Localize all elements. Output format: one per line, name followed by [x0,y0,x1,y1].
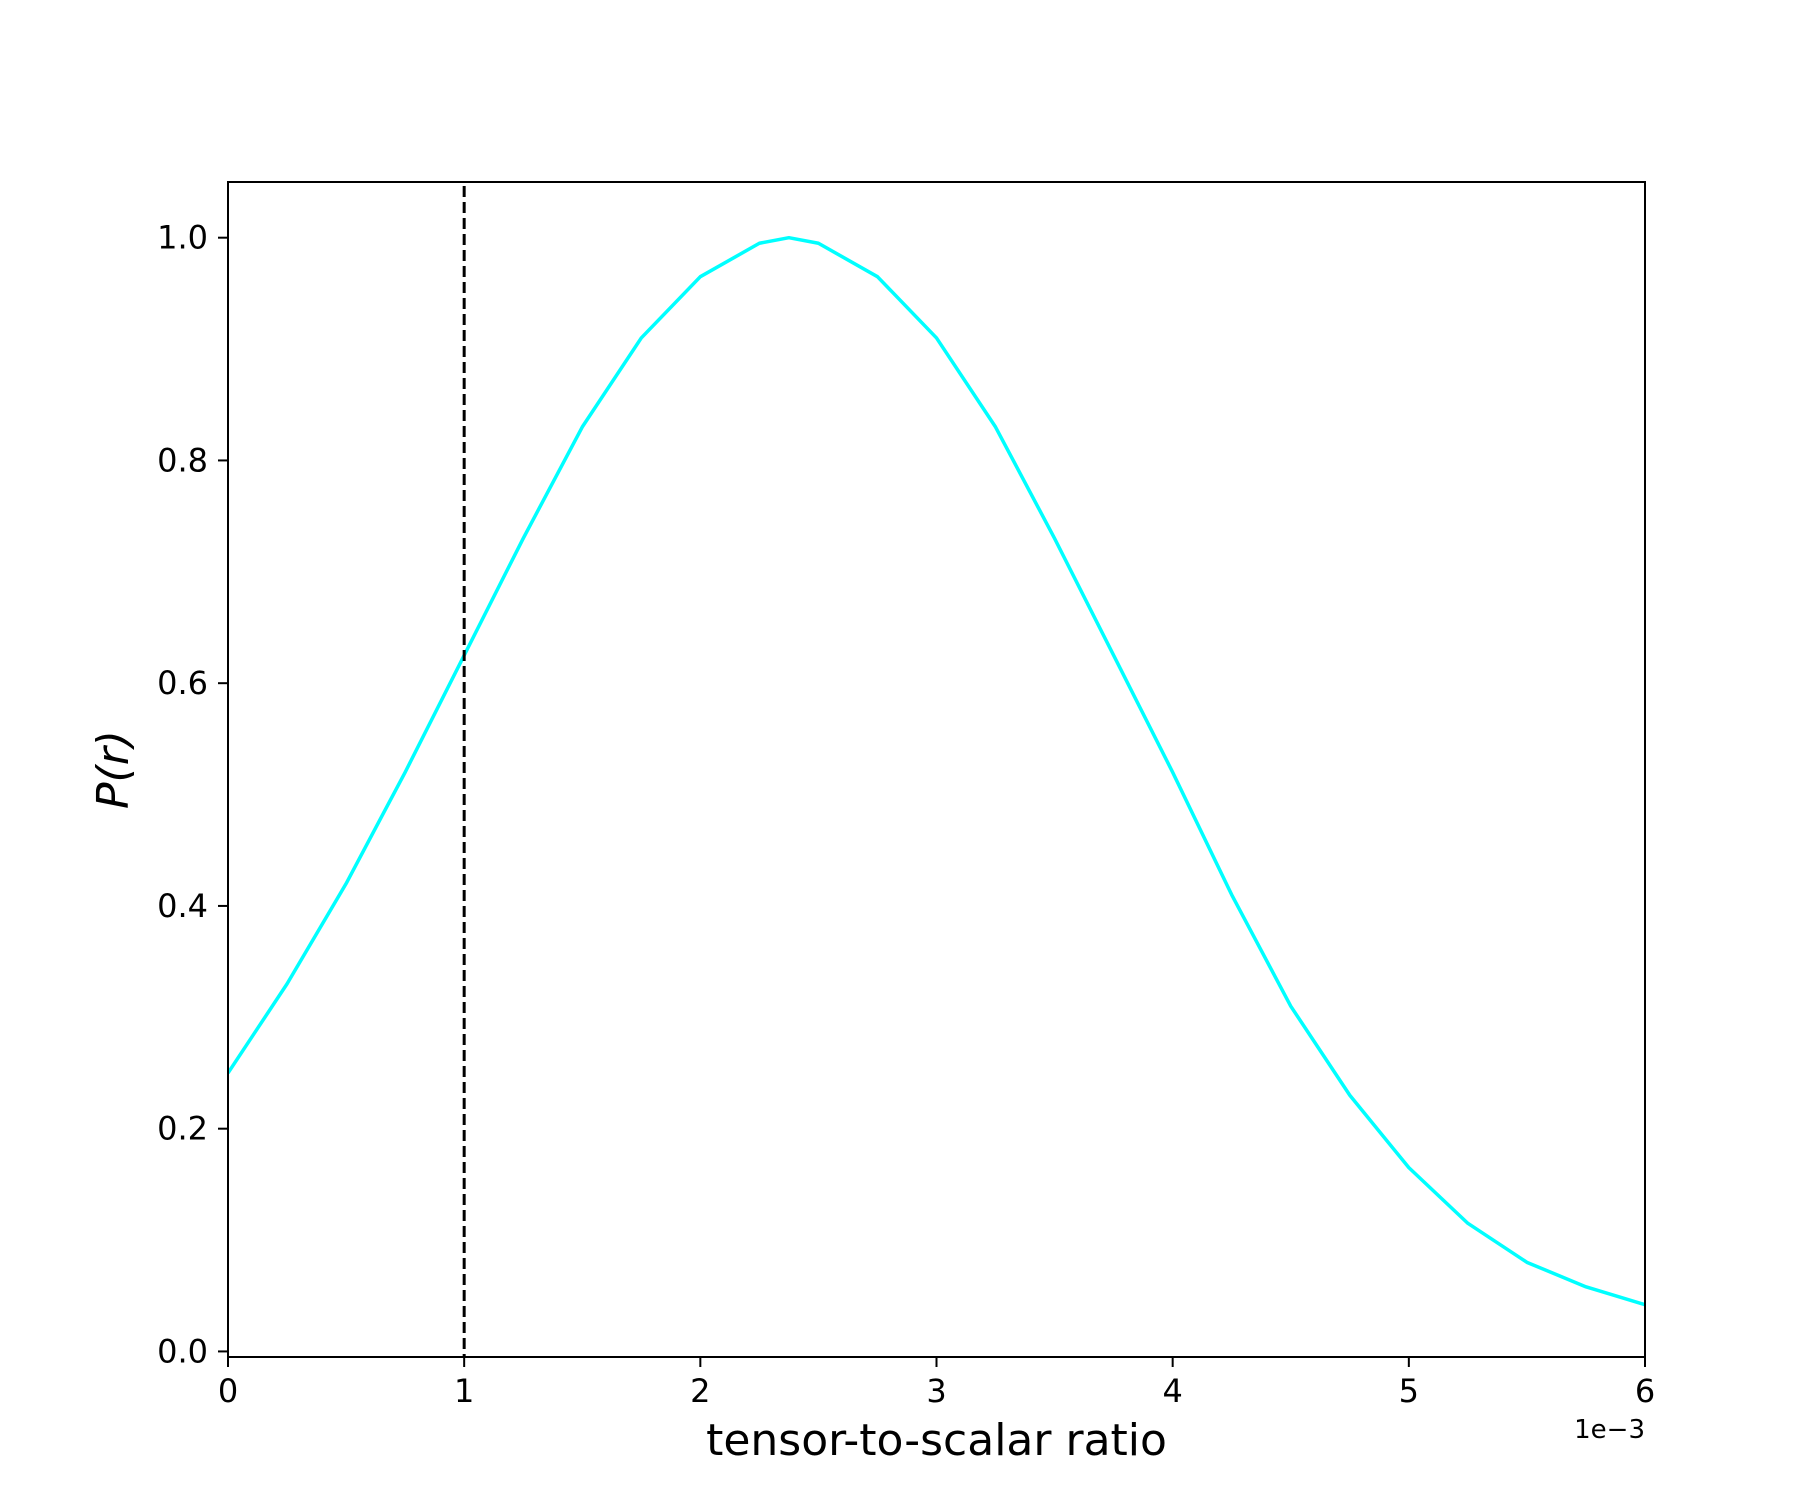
x-axis-title: tensor-to-scalar ratio [706,1415,1167,1466]
y-tick-label: 0.0 [157,1332,208,1370]
x-tick-label: 5 [1399,1372,1419,1410]
x-tick-label: 1 [454,1372,474,1410]
axes: 0 1 2 3 4 5 6 0.0 0.2 0.4 0.6 0.8 1.0 [157,181,1655,1410]
x-tick-label: 2 [690,1372,710,1410]
series-line-1 [228,235,1645,1307]
x-tick-label: 6 [1635,1372,1655,1410]
x-tick-label: 3 [926,1372,946,1410]
y-tick-label: 0.8 [157,441,208,479]
y-tick-label: 0.4 [157,887,208,925]
y-tick-label: 1.0 [157,219,208,257]
x-tick-label: 0 [218,1372,238,1410]
y-tick-label: 0.2 [157,1110,208,1148]
y-tick-label: 0.6 [157,664,208,702]
x-tick-label: 4 [1162,1372,1182,1410]
x-axis-offset-label: 1e−3 [1574,1415,1645,1445]
plot-area [228,186,1645,1357]
y-axis-title: P(r) [88,730,139,809]
